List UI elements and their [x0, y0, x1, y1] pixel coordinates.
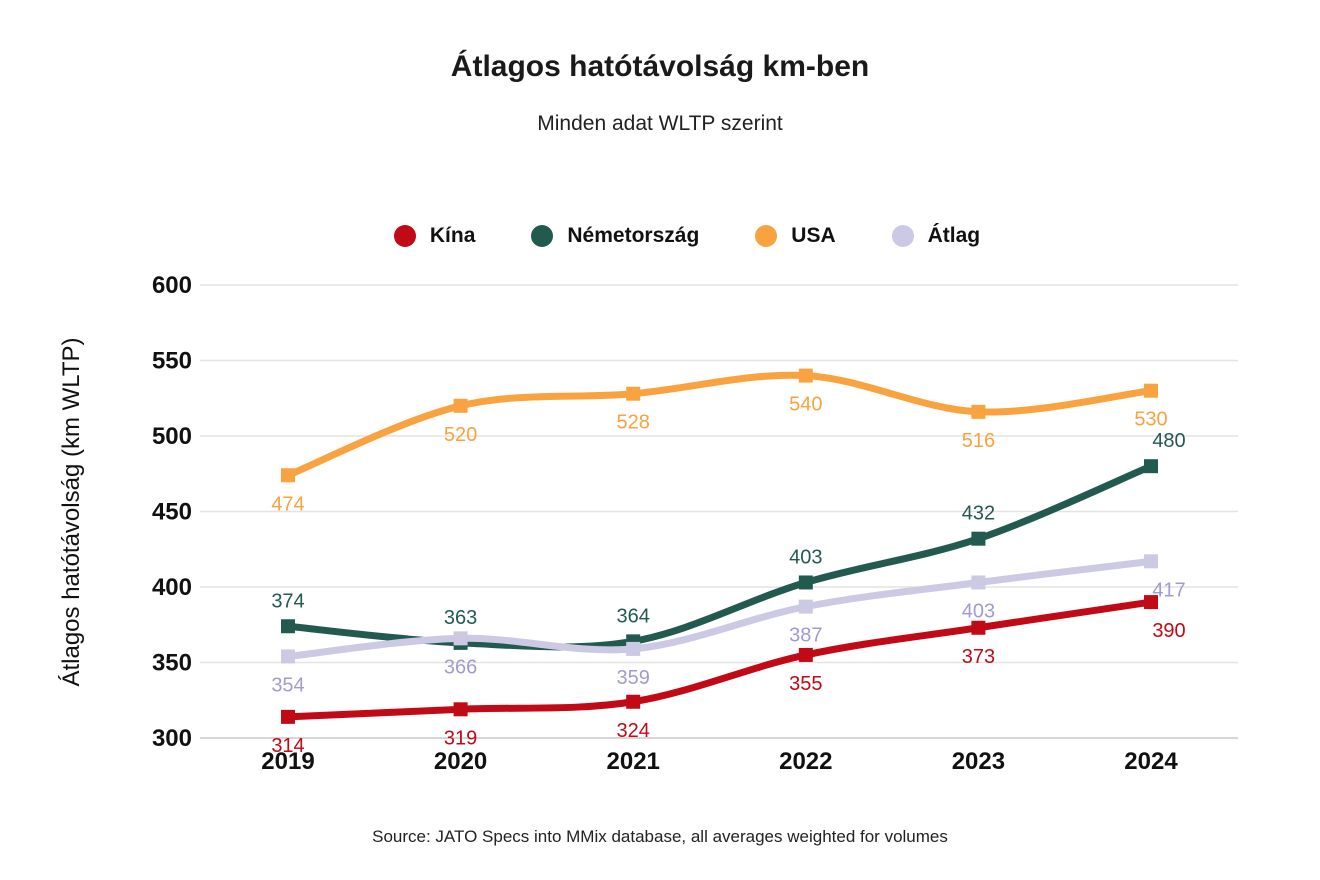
marker-usa-2023 [971, 404, 986, 419]
legend-label-nemetorszag: Németország [567, 224, 700, 247]
data-label-nemetorszag-2020: 363 [444, 607, 477, 629]
legend-item-nemetorszag: Németország [531, 224, 699, 248]
data-label-kina-2020: 319 [444, 727, 477, 749]
y-tick-400: 400 [152, 574, 192, 601]
marker-kina-2021 [626, 694, 641, 709]
data-label-kina-2024: 390 [1152, 620, 1185, 642]
marker-usa-2021 [626, 386, 641, 401]
data-label-nemetorszag-2022: 403 [789, 546, 822, 568]
marker-nemetorszag-2019 [281, 619, 295, 634]
data-label-usa-2020: 520 [444, 424, 477, 446]
data-label-nemetorszag-2024: 480 [1152, 430, 1185, 452]
marker-atlag-2021 [626, 641, 641, 656]
x-tick-2020: 2020 [434, 748, 487, 775]
marker-usa-2020 [453, 398, 468, 413]
legend-swatch-atlag [891, 225, 914, 247]
marker-nemetorszag-2022 [798, 575, 813, 590]
legend-item-usa: USA [755, 224, 836, 248]
marker-usa-2019 [281, 468, 295, 483]
marker-usa-2024 [1144, 383, 1158, 398]
marker-kina-2023 [971, 620, 986, 635]
data-label-usa-2023: 516 [962, 430, 995, 452]
x-tick-2024: 2024 [1124, 748, 1178, 775]
x-tick-2022: 2022 [779, 748, 832, 775]
data-label-usa-2022: 540 [789, 394, 822, 416]
legend-label-usa: USA [791, 224, 836, 247]
marker-nemetorszag-2024 [1144, 459, 1158, 474]
data-label-atlag-2024: 417 [1152, 579, 1185, 601]
legend-swatch-usa [755, 225, 778, 247]
data-label-atlag-2019: 354 [271, 674, 304, 696]
marker-atlag-2022 [798, 599, 813, 614]
x-tick-2021: 2021 [607, 748, 660, 775]
series-line-usa [284, 371, 1155, 479]
legend-swatch-nemetorszag [531, 225, 554, 247]
data-label-nemetorszag-2023: 432 [962, 503, 995, 525]
legend-item-kina: Kína [393, 224, 476, 248]
legend: Kína Németország USA Átlag [27, 224, 1320, 248]
data-label-atlag-2021: 359 [617, 667, 650, 689]
data-label-nemetorszag-2019: 374 [271, 590, 304, 612]
data-label-kina-2021: 324 [617, 720, 650, 742]
series-line-kina [284, 598, 1155, 721]
x-tick-2023: 2023 [952, 748, 1005, 775]
data-label-atlag-2023: 403 [962, 600, 995, 622]
legend-label-kina: Kína [429, 224, 476, 247]
marker-kina-2019 [281, 709, 295, 724]
y-tick-600: 600 [152, 272, 192, 299]
marker-atlag-2020 [453, 631, 468, 646]
data-label-kina-2023: 373 [962, 646, 995, 668]
data-label-usa-2024: 530 [1134, 409, 1167, 431]
marker-kina-2022 [798, 647, 813, 662]
marker-atlag-2023 [971, 575, 986, 590]
x-tick-2019: 2019 [261, 748, 314, 775]
data-label-usa-2019: 474 [271, 493, 304, 515]
marker-atlag-2024 [1144, 554, 1158, 569]
marker-usa-2022 [798, 368, 813, 383]
marker-kina-2020 [453, 702, 468, 717]
data-label-kina-2019: 314 [271, 735, 304, 757]
y-tick-500: 500 [152, 423, 192, 450]
y-tick-450: 450 [152, 499, 192, 526]
y-tick-550: 550 [152, 348, 192, 375]
legend-swatch-kina [393, 225, 416, 247]
marker-atlag-2019 [281, 649, 295, 664]
data-label-usa-2021: 528 [617, 412, 650, 434]
source-note: Source: JATO Specs into MMix database, a… [372, 827, 948, 846]
data-label-atlag-2022: 387 [789, 625, 822, 647]
data-label-nemetorszag-2021: 364 [617, 605, 650, 627]
legend-item-atlag: Átlag [891, 224, 981, 248]
data-label-kina-2022: 355 [789, 673, 822, 695]
legend-label-atlag: Átlag [927, 224, 981, 247]
marker-kina-2024 [1144, 595, 1158, 610]
series-line-atlag [284, 557, 1155, 660]
y-tick-350: 350 [152, 650, 192, 677]
marker-nemetorszag-2023 [971, 531, 986, 546]
y-tick-300: 300 [152, 725, 192, 752]
chart-title: Átlagos hatótávolság km-ben [450, 50, 870, 83]
data-label-atlag-2020: 366 [444, 656, 477, 678]
chart-subtitle: Minden adat WLTP szerint [537, 112, 783, 135]
